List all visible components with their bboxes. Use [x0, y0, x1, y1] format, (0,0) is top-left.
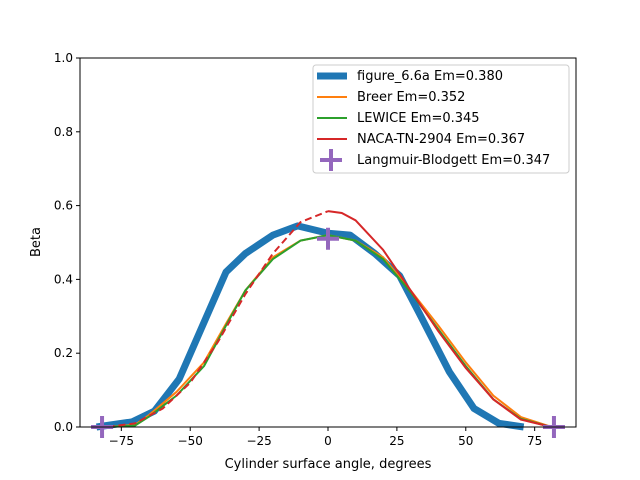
x-axis-label: Cylinder surface angle, degrees: [225, 457, 432, 472]
x-tick-label: 75: [527, 434, 542, 448]
x-tick-label: −75: [109, 434, 134, 448]
y-tick-label: 0.6: [54, 199, 73, 213]
x-tick-label: 25: [389, 434, 404, 448]
x-tick-label: 0: [324, 434, 332, 448]
legend-label: LEWICE Em=0.345: [357, 111, 480, 126]
x-tick-label: −25: [246, 434, 271, 448]
series-naca-tn-2904-line-dashed: [107, 210, 329, 428]
x-tick-label: −50: [178, 434, 203, 448]
y-axis-label: Beta: [29, 227, 44, 257]
y-tick-label: 0.4: [54, 272, 73, 286]
legend-label: NACA-TN-2904 Em=0.367: [357, 132, 525, 147]
legend-label: Breer Em=0.352: [357, 90, 465, 105]
legend-frame: [312, 64, 570, 174]
x-tick-label: 50: [458, 434, 473, 448]
series-lewice-line: [107, 234, 563, 428]
plot-area: [91, 210, 565, 438]
legend-label: figure_6.6a Em=0.380: [357, 69, 503, 84]
series-naca-tn-2904-line: [327, 210, 549, 428]
legend-label: Langmuir-Blodgett Em=0.347: [357, 153, 550, 168]
series-figure-6-6a-line: [96, 222, 525, 431]
legend-marker: [320, 149, 342, 171]
legend: figure_6.6a Em=0.380 Breer Em=0.352 LEWICE…: [312, 64, 570, 174]
y-tick-label: 1.0: [54, 51, 73, 65]
series-langmuir-blodgett-marker: [317, 227, 339, 250]
series-breer-line: [107, 234, 563, 428]
y-ticks: 0.0 0.2 0.4 0.6 0.8 1.0: [54, 51, 80, 434]
y-tick-label: 0.2: [54, 346, 73, 360]
y-tick-label: 0.8: [54, 125, 73, 139]
y-tick-label: 0.0: [54, 420, 73, 434]
x-ticks: −75 −50 −25 0 25 50 75: [109, 427, 542, 448]
